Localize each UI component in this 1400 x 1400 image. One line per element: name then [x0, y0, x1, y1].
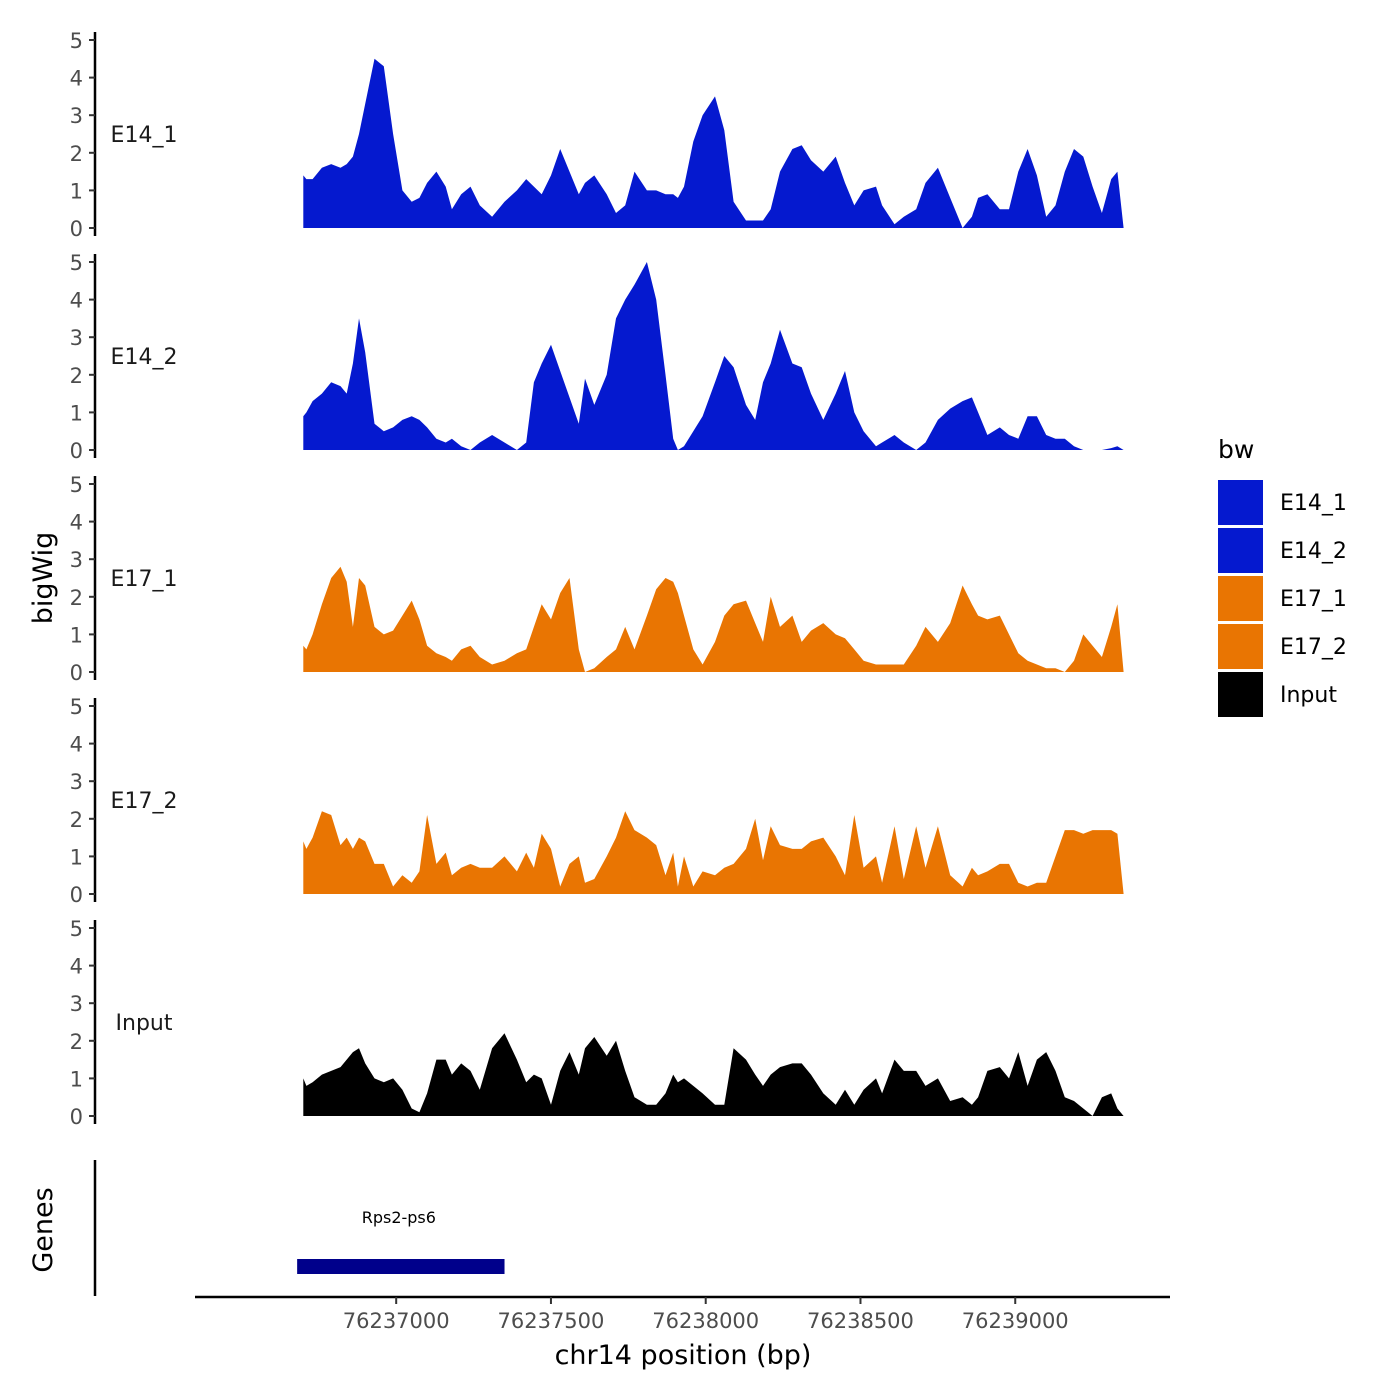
y-axis-title: bigWig: [28, 532, 59, 625]
y-tick-label: 0: [70, 1105, 83, 1129]
track-Input: 0 1 2 3 4 5 Input: [70, 917, 1124, 1129]
y-tick-label: 5: [70, 473, 83, 497]
y-tick-label: 4: [70, 955, 83, 979]
legend-label: E14_2: [1280, 539, 1347, 564]
x-tick-label: 76238500: [807, 1309, 914, 1333]
legend-label: Input: [1280, 683, 1337, 708]
y-tick-label: 0: [70, 661, 83, 685]
track-E17_1: 0 1 2 3 4 5 E17_1: [70, 473, 1124, 685]
legend-swatch: [1218, 480, 1263, 525]
legend-swatch: [1218, 576, 1263, 621]
track-E17_2: 0 1 2 3 4 5 E17_2: [70, 695, 1124, 907]
y-tick-label: 3: [70, 992, 83, 1016]
y-tick-label: 3: [70, 770, 83, 794]
x-tick-label: 76237000: [343, 1309, 450, 1333]
legend-label: E17_2: [1280, 635, 1347, 660]
y-tick-label: 2: [70, 586, 83, 610]
legend-title: bw: [1218, 435, 1254, 464]
legend: bw E14_1 E14_2 E17_1 E17_2 Input: [1218, 435, 1347, 717]
y-tick-label: 0: [70, 217, 83, 241]
y-tick-label: 1: [70, 179, 83, 203]
gene-label: Rps2-ps6: [362, 1208, 436, 1227]
track-label: E17_1: [111, 567, 178, 592]
y-tick-label: 1: [70, 623, 83, 647]
y-tick-label: 4: [70, 733, 83, 757]
y-tick-label: 5: [70, 917, 83, 941]
y-tick-label: 1: [70, 401, 83, 425]
signal-tracks: 0 1 2 3 4 5 E14_1 0 1 2 3 4 5 E14_2 0 1 2 3 4 5 E17_1 0 1 2 3 4 5 E…: [70, 29, 1124, 1129]
genes-track: Rps2-ps6: [93, 1160, 505, 1296]
y-tick-label: 2: [70, 1030, 83, 1054]
y-tick-label: 3: [70, 548, 83, 572]
y-tick-label: 3: [70, 326, 83, 350]
track-label: E17_2: [111, 789, 178, 814]
y-tick-label: 5: [70, 695, 83, 719]
y-tick-label: 4: [70, 289, 83, 313]
signal-area-E14_1: [303, 58, 1124, 228]
signal-area-E14_2: [303, 262, 1124, 450]
y-tick-label: 0: [70, 439, 83, 463]
x-axis: 76237000 76237500 76238000 76238500 76239000: [195, 1295, 1170, 1333]
y-tick-label: 2: [70, 808, 83, 832]
x-tick-label: 76238000: [652, 1309, 759, 1333]
y-tick-label: 2: [70, 142, 83, 166]
y-tick-label: 2: [70, 364, 83, 388]
legend-swatch: [1218, 624, 1263, 669]
track-E14_2: 0 1 2 3 4 5 E14_2: [70, 251, 1124, 463]
track-label: E14_2: [111, 345, 178, 370]
x-axis-title: chr14 position (bp): [555, 1340, 812, 1371]
y-tick-label: 1: [70, 845, 83, 869]
y-tick-label: 3: [70, 104, 83, 128]
signal-area-E17_1: [303, 566, 1124, 672]
legend-swatch: [1218, 528, 1263, 573]
x-tick-label: 76239000: [962, 1309, 1069, 1333]
track-label: Input: [116, 1011, 173, 1036]
signal-area-Input: [303, 1033, 1124, 1116]
track-label: E14_1: [111, 123, 178, 148]
y-tick-label: 5: [70, 251, 83, 275]
genes-track-title: Genes: [28, 1187, 59, 1272]
track-E14_1: 0 1 2 3 4 5 E14_1: [70, 29, 1124, 241]
y-tick-label: 4: [70, 511, 83, 535]
signal-area-E17_2: [303, 811, 1124, 894]
y-tick-label: 4: [70, 67, 83, 91]
legend-label: E17_1: [1280, 587, 1347, 612]
x-tick-label: 76237500: [498, 1309, 605, 1333]
gene-body: [297, 1259, 505, 1274]
y-tick-label: 5: [70, 29, 83, 53]
y-tick-label: 0: [70, 883, 83, 907]
y-tick-label: 1: [70, 1067, 83, 1091]
legend-label: E14_1: [1280, 491, 1347, 516]
legend-swatch: [1218, 672, 1263, 717]
